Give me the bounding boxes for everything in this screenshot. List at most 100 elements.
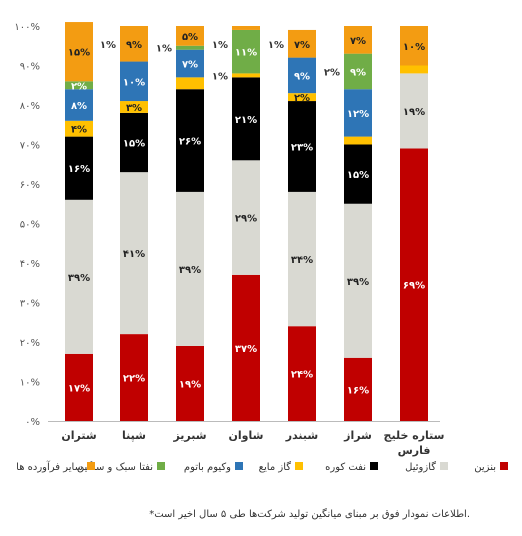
footnote: *اطلاعات نمودار فوق بر مبنای میانگین تول… (149, 508, 470, 520)
bar-segment (400, 26, 428, 66)
y-tick-label: ۱۰۰% (14, 22, 40, 33)
data-label-outside: ۱% (212, 40, 228, 51)
x-tick-label: شبندر (285, 429, 318, 442)
data-label: ۷% (182, 60, 198, 71)
data-label: ۳۹% (347, 277, 369, 288)
x-tick-label: شراز (343, 429, 372, 442)
y-tick-label: ۵۰% (20, 220, 40, 231)
x-tick-label: شاوان (229, 429, 264, 442)
legend-swatch (87, 462, 95, 470)
data-label: ۱۶% (68, 164, 90, 175)
legend-swatch (500, 462, 508, 470)
legend-swatch (440, 462, 448, 470)
bar-segment (400, 65, 428, 74)
bar-segment (120, 172, 148, 335)
legend-swatch (235, 462, 243, 470)
bar-segment (288, 326, 316, 421)
bar-segment (344, 357, 372, 421)
bar-segment (65, 199, 93, 354)
y-tick-label: ۴۰% (20, 259, 40, 270)
y-tick-label: ۹۰% (20, 62, 40, 73)
data-label: ۲۱% (235, 115, 257, 126)
bar-segment (65, 120, 93, 137)
data-label: ۵% (182, 32, 198, 43)
bar-segment (176, 49, 204, 78)
bar-segment (176, 77, 204, 90)
legend-swatch (370, 462, 378, 470)
data-label: ۱۰% (123, 77, 145, 88)
data-label: ۲% (71, 81, 87, 92)
legend-label: نفتا سبک و سنگین (77, 461, 153, 473)
x-tick-label: شتران (61, 429, 96, 442)
bar-segment (120, 101, 148, 113)
data-label: ۱۵% (123, 139, 145, 150)
data-label: ۱۷% (68, 383, 90, 394)
bar-segment (232, 26, 260, 30)
data-label: ۱۵% (68, 48, 90, 59)
bar-segment (344, 26, 372, 54)
bar-segment (288, 57, 316, 94)
legend-label: گازوئیل (405, 461, 436, 473)
data-label-outside: ۱% (100, 40, 116, 51)
bar-segment (232, 160, 260, 275)
data-label: ۲۶% (179, 137, 201, 148)
data-label: ۴% (71, 125, 87, 136)
bar-segment (344, 53, 372, 90)
y-tick-label: ۸۰% (20, 101, 40, 112)
data-label-outside: ۱% (212, 71, 228, 82)
bar-segment (232, 73, 260, 78)
bar-segment (176, 26, 204, 46)
data-label-outside: ۱% (268, 40, 284, 51)
legend-label: بنزین (474, 462, 496, 473)
bar-segment (120, 112, 148, 173)
data-label: ۷% (350, 36, 366, 47)
legend-label: نفت کوره (325, 462, 366, 473)
data-label: ۳۷% (235, 344, 257, 355)
data-label: ۲% (294, 93, 310, 104)
y-tick-label: ۲۰% (20, 338, 40, 349)
y-tick-label: ۳۰% (20, 299, 40, 310)
legend-swatch (295, 462, 303, 470)
data-label: ۲۹% (235, 214, 257, 225)
data-label: ۲۲% (123, 374, 145, 385)
data-label: ۳۹% (179, 265, 201, 276)
data-label: ۱۱% (235, 48, 257, 59)
legend-swatch (157, 462, 165, 470)
bar-segment (65, 81, 93, 90)
bar-segment (344, 203, 372, 358)
bar-segment (120, 61, 148, 102)
bar-segment (176, 89, 204, 192)
bar-segment (400, 148, 428, 421)
data-label: ۱۹% (403, 107, 425, 118)
bar-segment (176, 345, 204, 421)
data-label: ۱۵% (347, 170, 369, 181)
data-label: ۶۹% (403, 281, 425, 292)
data-label: ۹% (126, 40, 142, 51)
data-label: ۲۳% (291, 142, 313, 153)
data-label: ۱۲% (347, 109, 369, 120)
data-label: ۷% (294, 40, 310, 51)
bar-segment (65, 89, 93, 121)
bar-segment (344, 144, 372, 204)
x-tick-label: ستاره خلیج (384, 429, 445, 442)
x-tick-label: شپنا (122, 429, 146, 442)
y-tick-label: ۱۰% (20, 378, 40, 389)
x-tick-label: فارس (398, 444, 431, 457)
data-label: ۱۰% (403, 42, 425, 53)
data-label: ۱۹% (179, 379, 201, 390)
bar-segment (65, 136, 93, 200)
bar-segment (232, 274, 260, 421)
y-tick-label: ۷۰% (20, 141, 40, 152)
bar-segment (176, 45, 204, 50)
bar-segment (232, 77, 260, 161)
bar-segment (400, 73, 428, 149)
bar-segment (65, 22, 93, 82)
bar-segment (232, 29, 260, 74)
data-label-outside: ۱% (156, 44, 172, 55)
data-label: ۹% (294, 71, 310, 82)
legend-label: وکیوم باتوم (184, 462, 231, 473)
data-label-outside: ۲% (324, 67, 340, 78)
bar-segment (120, 334, 148, 421)
